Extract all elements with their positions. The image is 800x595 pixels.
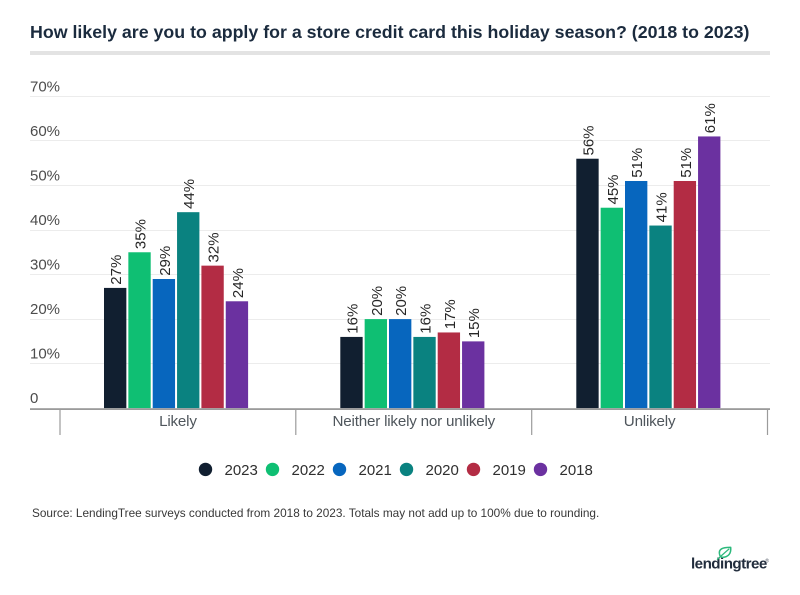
svg-text:2020: 2020 [426,462,459,479]
svg-text:41%: 41% [654,192,671,222]
svg-text:2021: 2021 [359,462,392,479]
svg-text:16%: 16% [344,304,361,334]
svg-text:50%: 50% [30,168,60,185]
svg-text:44%: 44% [181,179,198,209]
svg-text:20%: 20% [30,301,60,318]
svg-text:Unlikely: Unlikely [624,413,676,430]
svg-text:17%: 17% [442,299,459,329]
svg-text:2022: 2022 [292,462,325,479]
svg-text:Neither likely nor unlikely: Neither likely nor unlikely [333,413,496,430]
svg-text:2018: 2018 [560,462,593,479]
svg-text:16%: 16% [418,304,435,334]
svg-text:Likely: Likely [159,413,197,430]
svg-text:29%: 29% [157,246,174,276]
svg-text:40%: 40% [30,212,60,229]
svg-text:61%: 61% [702,103,719,133]
svg-text:®: ® [765,557,769,564]
svg-text:30%: 30% [30,257,60,274]
svg-text:51%: 51% [678,148,695,178]
svg-text:2023: 2023 [225,462,258,479]
svg-text:45%: 45% [605,174,622,204]
svg-text:35%: 35% [133,219,150,249]
svg-text:20%: 20% [369,286,386,316]
svg-text:10%: 10% [30,346,60,363]
svg-text:15%: 15% [466,308,483,338]
svg-text:lendingtree: lendingtree [691,556,767,573]
svg-text:20%: 20% [393,286,410,316]
svg-text:70%: 70% [30,78,60,95]
svg-text:51%: 51% [629,148,646,178]
svg-text:How likely are you to apply fo: How likely are you to apply for a store … [30,22,749,42]
svg-text:60%: 60% [30,123,60,140]
svg-text:Source: LendingTree surveys co: Source: LendingTree surveys conducted fr… [32,506,599,520]
svg-text:0: 0 [30,390,38,407]
svg-text:2019: 2019 [493,462,526,479]
svg-text:27%: 27% [108,255,125,285]
svg-text:24%: 24% [230,268,247,298]
svg-text:56%: 56% [580,125,597,155]
svg-text:32%: 32% [206,232,223,262]
